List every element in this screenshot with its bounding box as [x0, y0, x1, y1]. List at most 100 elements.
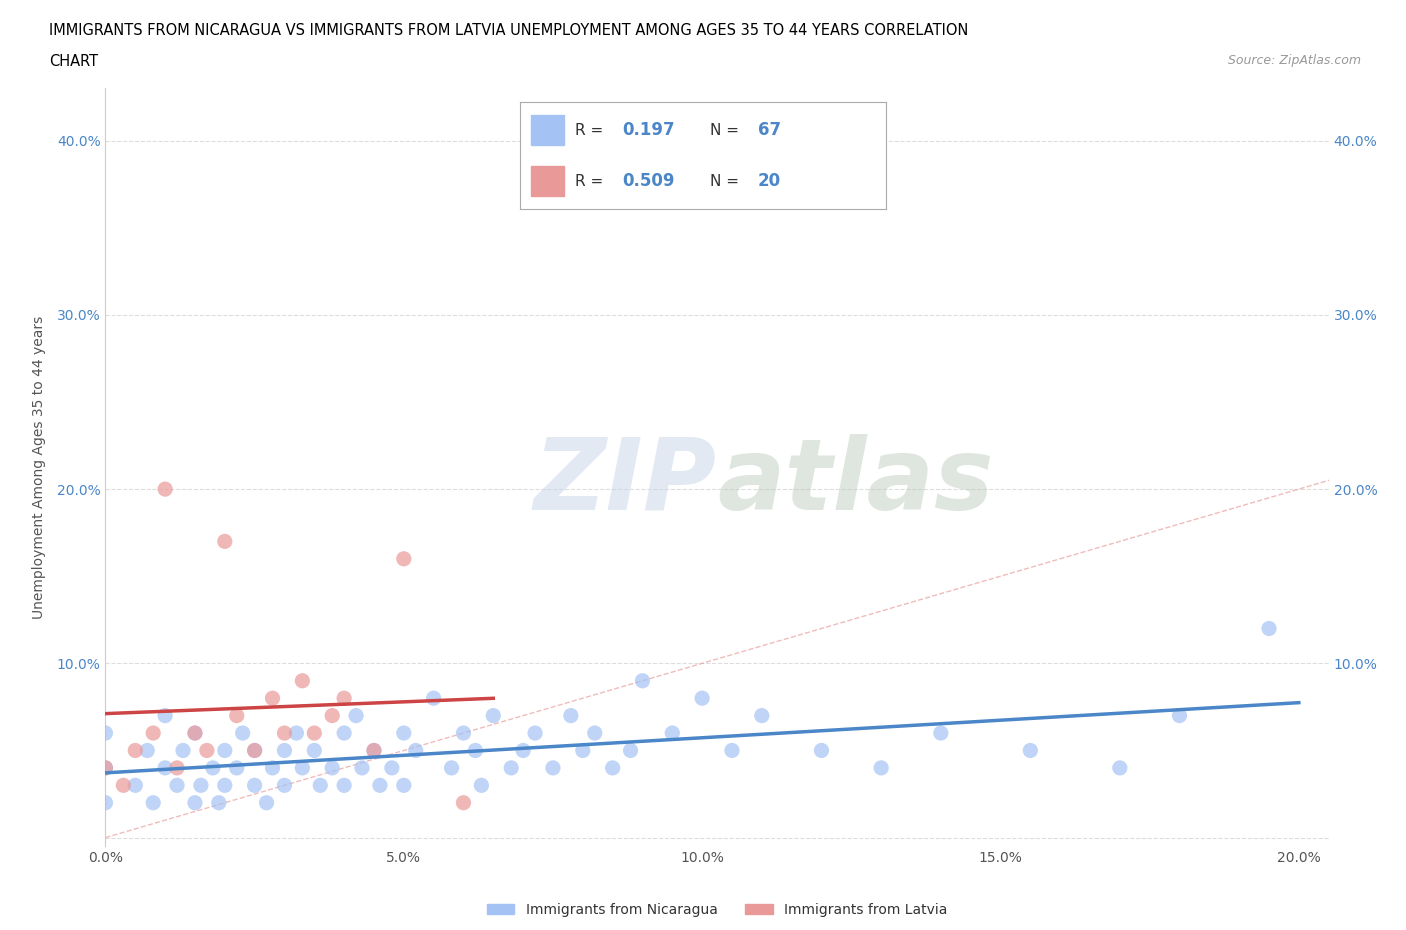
- Point: [291, 673, 314, 688]
- Point: [166, 777, 188, 792]
- Text: atlas: atlas: [717, 434, 994, 531]
- Point: [482, 708, 505, 723]
- Point: [405, 743, 427, 758]
- Point: [262, 691, 284, 706]
- Point: [661, 725, 683, 740]
- Point: [153, 761, 176, 776]
- Point: [422, 691, 444, 706]
- Point: [602, 761, 624, 776]
- Point: [153, 482, 176, 497]
- Point: [350, 761, 373, 776]
- Point: [512, 743, 534, 758]
- Point: [321, 761, 343, 776]
- Point: [214, 534, 236, 549]
- Point: [453, 725, 475, 740]
- Text: 67: 67: [758, 121, 780, 140]
- Text: N =: N =: [710, 174, 744, 189]
- Point: [232, 725, 254, 740]
- Point: [440, 761, 463, 776]
- Point: [243, 743, 266, 758]
- Text: 0.509: 0.509: [623, 172, 675, 191]
- Point: [321, 708, 343, 723]
- Point: [501, 761, 523, 776]
- Point: [541, 761, 564, 776]
- Point: [214, 743, 236, 758]
- Point: [333, 691, 356, 706]
- Point: [225, 708, 247, 723]
- Point: [94, 795, 117, 810]
- Point: [94, 761, 117, 776]
- Point: [201, 761, 224, 776]
- Point: [453, 795, 475, 810]
- Point: [124, 743, 146, 758]
- Point: [94, 725, 117, 740]
- Point: [751, 708, 773, 723]
- Text: 20: 20: [758, 172, 780, 191]
- Point: [363, 743, 385, 758]
- Point: [381, 761, 404, 776]
- Point: [208, 795, 231, 810]
- Point: [392, 551, 415, 566]
- Y-axis label: Unemployment Among Ages 35 to 44 years: Unemployment Among Ages 35 to 44 years: [31, 315, 45, 619]
- Point: [304, 743, 326, 758]
- Text: CHART: CHART: [49, 54, 98, 69]
- Text: ZIP: ZIP: [534, 434, 717, 531]
- Point: [1108, 761, 1130, 776]
- Point: [262, 761, 284, 776]
- Text: R =: R =: [575, 174, 609, 189]
- Point: [273, 725, 295, 740]
- Text: Source: ZipAtlas.com: Source: ZipAtlas.com: [1227, 54, 1361, 67]
- Point: [929, 725, 952, 740]
- Point: [363, 743, 385, 758]
- Point: [721, 743, 744, 758]
- Point: [470, 777, 492, 792]
- Text: N =: N =: [710, 123, 744, 138]
- Text: IMMIGRANTS FROM NICARAGUA VS IMMIGRANTS FROM LATVIA UNEMPLOYMENT AMONG AGES 35 T: IMMIGRANTS FROM NICARAGUA VS IMMIGRANTS …: [49, 23, 969, 38]
- Point: [243, 743, 266, 758]
- Point: [136, 743, 159, 758]
- Point: [870, 761, 893, 776]
- Point: [309, 777, 332, 792]
- Point: [464, 743, 486, 758]
- Point: [94, 761, 117, 776]
- Point: [392, 777, 415, 792]
- Point: [524, 725, 547, 740]
- Point: [1168, 708, 1191, 723]
- Point: [243, 777, 266, 792]
- Text: 0.197: 0.197: [623, 121, 675, 140]
- Bar: [531, 166, 564, 196]
- Point: [631, 673, 654, 688]
- Point: [142, 725, 165, 740]
- Text: R =: R =: [575, 123, 609, 138]
- Point: [112, 777, 135, 792]
- Point: [184, 795, 207, 810]
- Point: [619, 743, 641, 758]
- Point: [256, 795, 278, 810]
- Point: [304, 725, 326, 740]
- Point: [333, 777, 356, 792]
- Point: [560, 708, 582, 723]
- Point: [153, 708, 176, 723]
- Point: [583, 725, 606, 740]
- Point: [166, 761, 188, 776]
- Point: [273, 743, 295, 758]
- Point: [368, 777, 391, 792]
- Point: [392, 725, 415, 740]
- Legend: Immigrants from Nicaragua, Immigrants from Latvia: Immigrants from Nicaragua, Immigrants fr…: [481, 897, 953, 923]
- Point: [810, 743, 832, 758]
- Point: [195, 743, 218, 758]
- Point: [225, 761, 247, 776]
- Bar: [531, 115, 564, 145]
- Point: [184, 725, 207, 740]
- Point: [572, 743, 595, 758]
- Point: [273, 777, 295, 792]
- Point: [184, 725, 207, 740]
- Point: [214, 777, 236, 792]
- Point: [285, 725, 308, 740]
- Point: [291, 761, 314, 776]
- Point: [172, 743, 194, 758]
- Point: [142, 795, 165, 810]
- Point: [690, 691, 713, 706]
- Point: [190, 777, 212, 792]
- Point: [124, 777, 146, 792]
